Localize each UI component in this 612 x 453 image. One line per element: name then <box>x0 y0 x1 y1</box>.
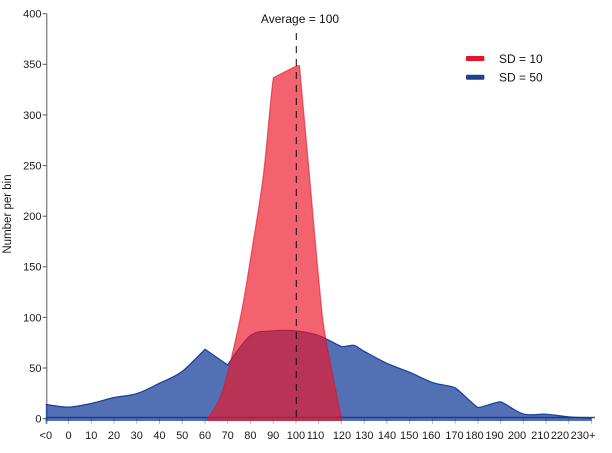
svg-text:350: 350 <box>23 59 41 71</box>
svg-text:Number per bin: Number per bin <box>2 174 14 253</box>
svg-text:250: 250 <box>23 161 41 173</box>
svg-text:300: 300 <box>23 110 41 122</box>
svg-text:230+: 230+ <box>571 430 596 442</box>
svg-text:220: 220 <box>551 430 569 442</box>
svg-text:150: 150 <box>400 430 418 442</box>
svg-text:100: 100 <box>23 312 41 324</box>
svg-text:120: 120 <box>333 430 351 442</box>
svg-text:30: 30 <box>131 430 143 442</box>
svg-text:Average = 100: Average = 100 <box>261 12 340 26</box>
svg-text:150: 150 <box>23 262 41 274</box>
svg-text:0: 0 <box>65 430 71 442</box>
svg-text:110: 110 <box>307 430 325 442</box>
svg-text:180: 180 <box>465 430 483 442</box>
svg-text:<0: <0 <box>40 430 53 442</box>
svg-text:60: 60 <box>199 430 211 442</box>
svg-text:140: 140 <box>378 430 396 442</box>
svg-text:160: 160 <box>422 430 440 442</box>
svg-text:90: 90 <box>267 430 279 442</box>
svg-text:0: 0 <box>35 414 41 426</box>
svg-text:50: 50 <box>29 363 41 375</box>
svg-text:40: 40 <box>153 430 165 442</box>
svg-text:SD = 10: SD = 10 <box>499 52 543 66</box>
svg-text:210: 210 <box>531 430 549 442</box>
svg-text:70: 70 <box>222 430 234 442</box>
svg-text:400: 400 <box>23 9 41 21</box>
svg-text:80: 80 <box>244 430 256 442</box>
svg-text:50: 50 <box>176 430 188 442</box>
svg-text:130: 130 <box>355 430 373 442</box>
svg-text:190: 190 <box>485 430 503 442</box>
svg-text:200: 200 <box>508 430 526 442</box>
svg-text:170: 170 <box>445 430 463 442</box>
svg-text:20: 20 <box>108 430 120 442</box>
svg-text:100: 100 <box>287 430 305 442</box>
svg-text:SD = 50: SD = 50 <box>499 71 543 85</box>
svg-text:10: 10 <box>85 430 97 442</box>
svg-text:200: 200 <box>23 211 41 223</box>
